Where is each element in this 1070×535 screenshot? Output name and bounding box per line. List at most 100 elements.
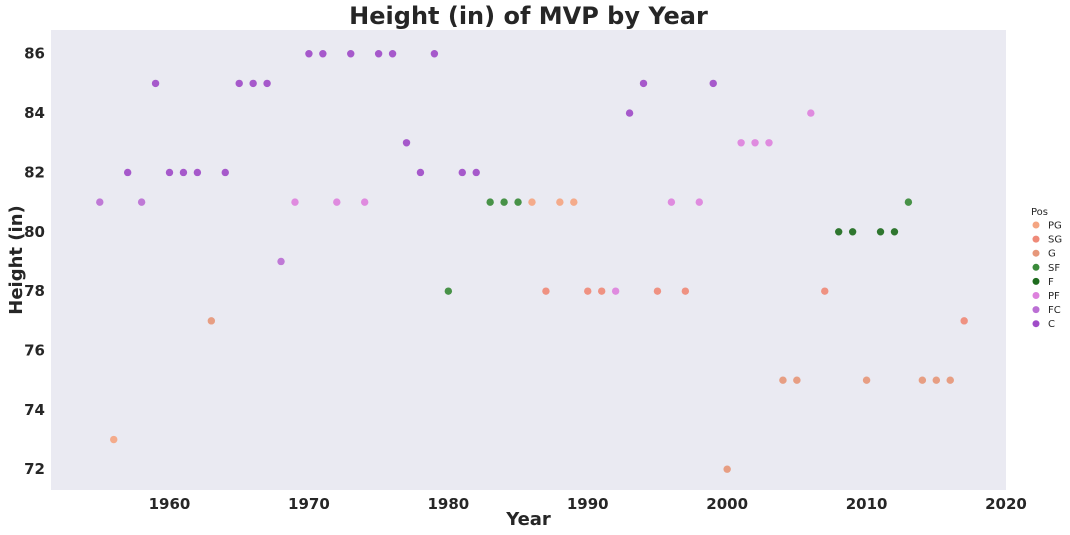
data-point-c [388, 50, 397, 58]
data-point-sg [821, 287, 829, 295]
data-point-c [319, 50, 327, 58]
data-point-fc [277, 257, 285, 266]
data-point-c [221, 168, 229, 177]
data-point-c [639, 79, 648, 88]
data-point-sg [584, 287, 592, 295]
data-point-sf [904, 198, 913, 206]
legend-marker-fc [1032, 306, 1040, 314]
x-tick-label: 2020 [985, 495, 1027, 513]
x-axis-label: Year [505, 509, 551, 530]
data-point-sf [500, 198, 508, 206]
data-point-c [625, 109, 634, 117]
data-point-c [249, 79, 257, 88]
y-tick-label: 84 [24, 104, 45, 122]
legend-label-g: G [1048, 249, 1056, 260]
legend-marker-sf [1032, 263, 1040, 271]
data-point-c [193, 168, 202, 177]
legend-title: Pos [1031, 207, 1048, 218]
data-point-sf [514, 198, 522, 206]
legend-label-c: C [1048, 319, 1055, 330]
data-point-f [848, 228, 857, 236]
x-tick-label: 1970 [288, 495, 330, 513]
data-point-pf [360, 198, 369, 206]
x-axis: 1960 1970 1980 1990 2000 2010 2020 [149, 495, 1027, 513]
x-tick-label: 1980 [427, 495, 469, 513]
legend-label-sf: SF [1048, 263, 1060, 274]
data-point-c [402, 139, 411, 147]
y-tick-label: 76 [24, 342, 45, 360]
data-point-g [918, 376, 927, 384]
data-point-sf [444, 287, 453, 295]
y-tick-label: 86 [24, 45, 45, 63]
data-points [96, 50, 968, 473]
data-point-g [862, 376, 871, 384]
data-point-sg [653, 287, 662, 295]
y-tick-label: 80 [24, 223, 45, 241]
data-point-sg [597, 287, 606, 295]
x-tick-label: 1990 [567, 495, 609, 513]
data-point-fc [137, 198, 146, 206]
data-point-pf [291, 198, 299, 206]
data-point-pg [528, 198, 536, 206]
chart-title: Height (in) of MVP by Year [349, 2, 708, 30]
data-point-c [165, 168, 174, 177]
data-point-pf [737, 139, 745, 147]
data-point-c [123, 168, 132, 177]
data-point-f [835, 228, 843, 236]
data-point-g [779, 376, 787, 384]
data-point-sf [486, 198, 494, 206]
data-point-c [347, 50, 355, 58]
y-tick-label: 82 [24, 163, 45, 181]
data-point-f [890, 228, 899, 236]
legend-marker-c [1032, 320, 1040, 328]
data-point-c [374, 50, 383, 58]
data-point-f [876, 228, 885, 236]
legend-label-pg: PG [1048, 221, 1062, 232]
data-point-c [458, 168, 466, 177]
data-point-c [305, 50, 313, 58]
data-point-g [932, 376, 940, 384]
data-point-c [709, 79, 717, 88]
data-point-pf [765, 139, 773, 147]
data-point-g [723, 465, 731, 473]
data-point-g [946, 376, 954, 384]
y-tick-label: 78 [24, 282, 45, 300]
data-point-pg [110, 435, 118, 444]
data-point-pf [807, 109, 815, 117]
x-tick-label: 2000 [706, 495, 748, 513]
legend-marker-pg [1032, 221, 1040, 229]
data-point-sg [681, 287, 690, 295]
x-tick-label: 2010 [846, 495, 888, 513]
data-point-sg [542, 287, 550, 295]
legend-label-sg: SG [1048, 235, 1062, 246]
legend: Pos PG SG G SF F PF FC C [1031, 207, 1062, 330]
legend-marker-pf [1032, 292, 1040, 299]
data-point-g [207, 317, 216, 325]
y-axis: 72 74 76 78 80 82 84 86 [24, 45, 45, 478]
x-tick-label: 1960 [149, 495, 191, 513]
legend-label-pf: PF [1048, 291, 1060, 302]
legend-label-f: F [1048, 277, 1054, 288]
data-point-pf [611, 287, 620, 295]
data-point-pf [695, 198, 703, 206]
legend-marker-f [1032, 277, 1040, 285]
y-axis-label: Height (in) [6, 205, 27, 314]
legend-marker-g [1032, 249, 1040, 257]
data-point-pg [570, 198, 578, 206]
data-point-pf [333, 198, 341, 206]
y-tick-label: 74 [24, 401, 45, 419]
data-point-sg [960, 317, 968, 325]
y-tick-label: 72 [24, 460, 45, 478]
data-point-c [416, 168, 425, 177]
data-point-g [793, 376, 801, 384]
legend-label-fc: FC [1048, 305, 1061, 316]
data-point-c [263, 79, 271, 88]
data-point-pg [556, 198, 564, 206]
data-point-fc [96, 198, 104, 206]
data-point-c [151, 79, 160, 88]
plot-area [51, 30, 1006, 490]
data-point-pf [667, 198, 676, 206]
data-point-c [179, 168, 188, 177]
data-point-c [472, 168, 480, 177]
